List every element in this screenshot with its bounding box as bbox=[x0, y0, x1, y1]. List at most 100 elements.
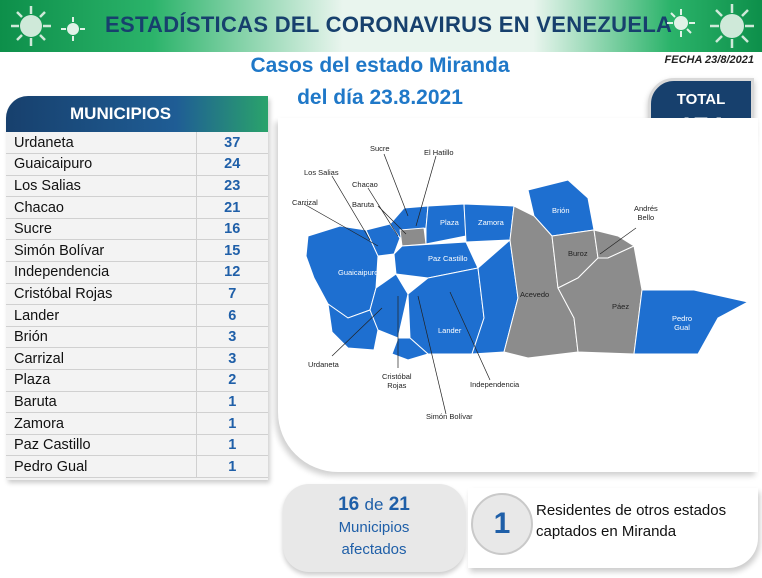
total-label: TOTAL bbox=[676, 91, 726, 108]
map-label-chacao: Chacao bbox=[352, 180, 378, 189]
table-row: Lander 6 bbox=[6, 304, 268, 327]
municipio-cases: 15 bbox=[196, 239, 268, 263]
municipio-name: Chacao bbox=[6, 196, 197, 219]
map-label-zamora: Zamora bbox=[478, 218, 504, 227]
municipio-cases: 2 bbox=[196, 369, 268, 392]
affected-count: 16 bbox=[338, 494, 360, 515]
map-label-paez: Páez bbox=[612, 302, 630, 311]
subtitle-line1: Casos del estado Miranda bbox=[250, 54, 510, 77]
municipio-name: Independencia bbox=[6, 261, 197, 284]
municipio-name: Urdaneta bbox=[6, 132, 197, 155]
report-date: FECHA 23/8/2021 bbox=[664, 54, 754, 66]
municipio-name: Baruta bbox=[6, 391, 197, 414]
map-region-urdaneta bbox=[327, 302, 379, 351]
virus-icon bbox=[11, 6, 51, 46]
municipio-cases: 16 bbox=[196, 218, 268, 241]
table-row: Simón Bolívar 15 bbox=[6, 239, 268, 263]
map-region-simon-bolivar bbox=[391, 337, 430, 361]
map-label-brion: Brión bbox=[552, 206, 570, 215]
municipio-cases: 21 bbox=[196, 196, 268, 219]
map-label-baruta: Baruta bbox=[352, 200, 375, 209]
municipio-name: Plaza bbox=[6, 369, 197, 392]
affected-municipalities-box: 16 de 21 Municipios afectados bbox=[283, 484, 465, 572]
map-label-independencia: Independencia bbox=[470, 380, 520, 389]
header-banner: ESTADÍSTICAS DEL CORONAVIRUS EN VENEZUEL… bbox=[0, 0, 762, 52]
residents-box: 1 Residentes de otros estados captados e… bbox=[468, 488, 758, 568]
virus-icon bbox=[61, 17, 85, 41]
map-label-plaza: Plaza bbox=[440, 218, 459, 227]
map-label-lander: Lander bbox=[438, 326, 462, 335]
municipio-cases: 12 bbox=[196, 261, 268, 284]
municipio-name: Cristóbal Rojas bbox=[6, 283, 197, 306]
table-row: Urdaneta 37 bbox=[6, 132, 268, 155]
municipios-panel: MUNICIPIOS Urdaneta 37 Guaicaipuro 24 Los … bbox=[6, 96, 268, 480]
map-label-simon-bolivar: Simón Bolívar bbox=[426, 412, 473, 421]
table-row: Carrizal 3 bbox=[6, 347, 268, 371]
municipio-cases: 1 bbox=[196, 412, 268, 435]
table-row: Guaicaipuro 24 bbox=[6, 153, 268, 176]
map-region-plaza bbox=[425, 203, 467, 245]
affected-label2: afectados bbox=[341, 541, 407, 558]
map-label-sucre: Sucre bbox=[370, 144, 390, 153]
municipio-name: Brión bbox=[6, 326, 197, 349]
affected-label1: Municipios bbox=[338, 519, 410, 536]
municipio-name: Paz Castillo bbox=[6, 434, 197, 457]
municipio-name: Guaicaipuro bbox=[6, 153, 197, 176]
map-label-guaicaipuro: Guaicaipuro bbox=[338, 268, 379, 277]
map-label-pedro-gual-line1: Pedro bbox=[672, 314, 693, 323]
municipio-cases: 1 bbox=[196, 391, 268, 414]
table-row: Los Salias 23 bbox=[6, 175, 268, 198]
residents-text: Residentes de otros estados captados en … bbox=[536, 500, 726, 542]
municipios-header: MUNICIPIOS bbox=[6, 96, 268, 132]
municipio-cases: 3 bbox=[196, 347, 268, 371]
miranda-map bbox=[303, 153, 750, 415]
table-row: Baruta 1 bbox=[6, 391, 268, 414]
residents-line2: captados en Miranda bbox=[536, 523, 677, 540]
virus-icon bbox=[710, 4, 754, 48]
municipio-name: Zamora bbox=[6, 412, 197, 435]
map-label-el-hatillo: El Hatillo bbox=[424, 148, 454, 157]
municipio-cases: 37 bbox=[196, 132, 268, 155]
map-region-carrizal-los-salias bbox=[365, 223, 401, 257]
map-label-andres-bello-line1: Andrés bbox=[634, 204, 658, 213]
municipios-table: Urdaneta 37 Guaicaipuro 24 Los Salias 23 Ch… bbox=[6, 132, 268, 478]
municipio-name: Lander bbox=[6, 304, 197, 327]
municipio-name: Pedro Gual bbox=[6, 455, 197, 478]
affected-ratio: 16 de 21 bbox=[283, 494, 465, 516]
map-label-carrizal: Carrizal bbox=[292, 198, 318, 207]
residents-count: 1 bbox=[471, 493, 533, 555]
municipio-cases: 3 bbox=[196, 326, 268, 349]
table-row: Plaza 2 bbox=[6, 369, 268, 392]
table-row: Zamora 1 bbox=[6, 412, 268, 435]
map-label-cristobal-rojas: Cristóbal Rojas bbox=[382, 372, 412, 390]
municipio-cases: 23 bbox=[196, 175, 268, 198]
municipio-name: Simón Bolívar bbox=[6, 239, 197, 263]
municipio-cases: 6 bbox=[196, 304, 268, 327]
table-row: Paz Castillo 1 bbox=[6, 434, 268, 457]
municipio-cases: 1 bbox=[196, 455, 268, 478]
map-panel: Sucre El Hatillo Los Salias Chacao Carri… bbox=[278, 118, 758, 472]
table-row: Sucre 16 bbox=[6, 218, 268, 241]
map-label-los-salias: Los Salias bbox=[304, 168, 339, 177]
table-row: Brión 3 bbox=[6, 326, 268, 349]
affected-de: de bbox=[364, 495, 384, 514]
map-label-andres-bello-line2: Bello bbox=[637, 213, 655, 222]
map-label-cristobal-rojas-line2: Rojas bbox=[387, 381, 407, 390]
table-row: Pedro Gual 1 bbox=[6, 455, 268, 478]
map-region-el-hatillo bbox=[399, 227, 427, 247]
map-region-pedro-gual bbox=[633, 289, 750, 355]
map-label-cristobal-rojas-line1: Cristóbal bbox=[382, 372, 412, 381]
map-label-acevedo: Acevedo bbox=[520, 290, 550, 299]
municipio-name: Carrizal bbox=[6, 347, 197, 371]
map-label-pedro-gual-line2: Gual bbox=[674, 323, 690, 332]
table-row: Independencia 12 bbox=[6, 261, 268, 284]
map-label-paz-castillo: Paz Castillo bbox=[428, 254, 468, 263]
municipio-name: Los Salias bbox=[6, 175, 197, 198]
municipio-name: Sucre bbox=[6, 218, 197, 241]
map-label-andres-bello: Andrés Bello bbox=[634, 204, 658, 222]
map-label-buroz: Buroz bbox=[568, 249, 588, 258]
table-row: Cristóbal Rojas 7 bbox=[6, 283, 268, 306]
virus-icon bbox=[667, 9, 695, 37]
residents-line1: Residentes de otros estados bbox=[536, 502, 727, 519]
table-row: Chacao 21 bbox=[6, 196, 268, 219]
